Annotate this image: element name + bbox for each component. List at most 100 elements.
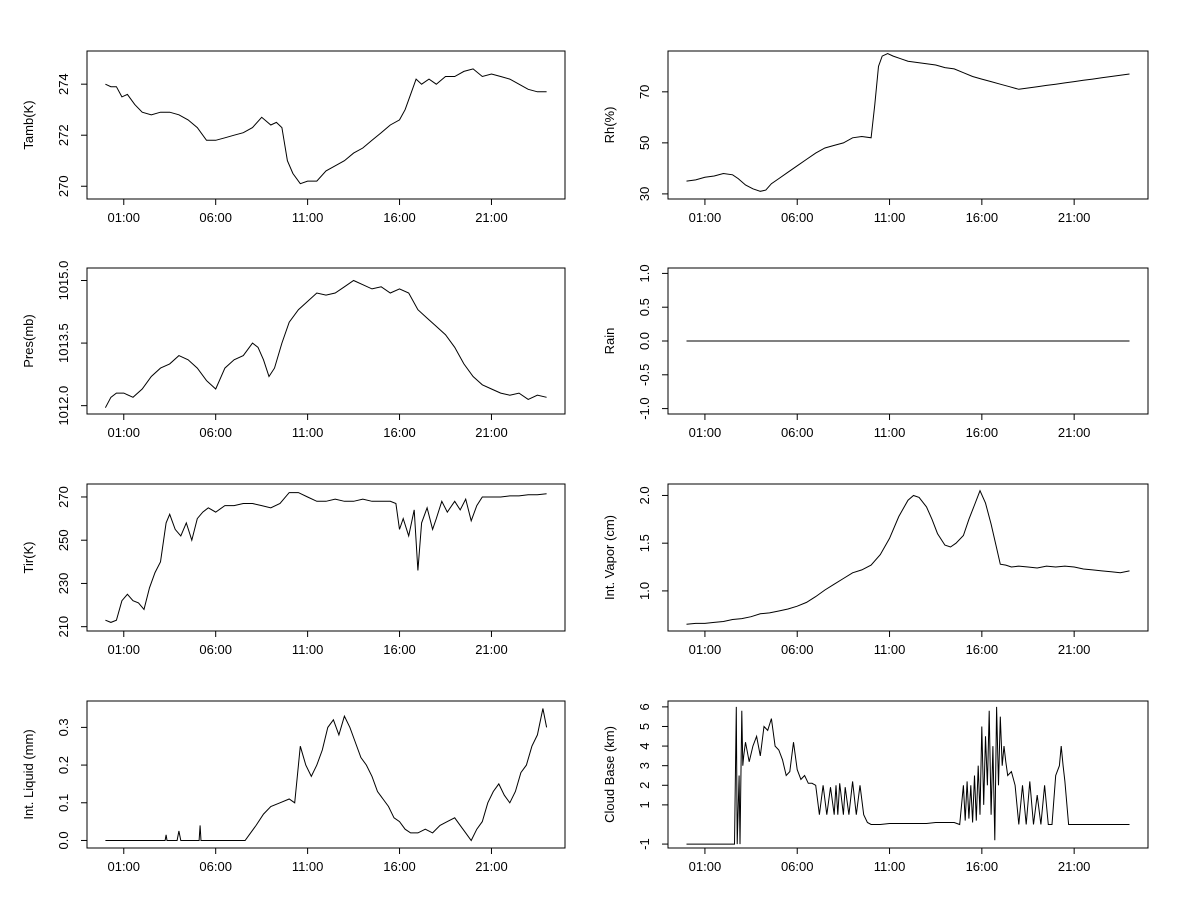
x-tick-label: 21:00: [475, 642, 508, 657]
x-tick-label: 21:00: [1058, 210, 1091, 225]
x-tick-label: 01:00: [689, 425, 722, 440]
y-tick-label: 0.3: [56, 718, 71, 736]
y-tick-label: 70: [637, 85, 652, 99]
x-tick-label: 01:00: [107, 642, 140, 657]
x-tick-label: 06:00: [199, 425, 232, 440]
y-axis-label: Cloud Base (km): [602, 726, 617, 823]
x-tick-label: 21:00: [475, 425, 508, 440]
y-tick-label: 30: [637, 187, 652, 201]
x-tick-label: 21:00: [1058, 642, 1091, 657]
x-tick-label: 06:00: [199, 859, 232, 874]
y-tick-label: 1: [637, 801, 652, 808]
plot-frame: [86, 267, 566, 415]
x-tick-label: 16:00: [383, 210, 416, 225]
x-tick-label: 06:00: [781, 859, 814, 874]
panel-cloudbase: 01:00 06:00 11:00 16:00 21:00 -1 1 2 3 4 5 6 Cloud B…: [602, 700, 1149, 874]
series-line-liquid: [105, 708, 548, 842]
x-tick-label: 06:00: [781, 642, 814, 657]
x-tick-label: 11:00: [292, 642, 324, 657]
y-tick-label: 0.5: [637, 298, 652, 316]
y-tick-label: 50: [637, 136, 652, 150]
y-axis-label: Tamb(K): [21, 100, 36, 149]
y-tick-label: 274: [56, 73, 71, 95]
series-line-vapor: [686, 489, 1130, 625]
y-tick-label: -0.5: [637, 364, 652, 386]
y-tick-label: 1.0: [637, 582, 652, 600]
x-tick-label: 11:00: [874, 425, 906, 440]
series-line-cloudbase: [686, 706, 1130, 845]
y-tick-label: 272: [56, 124, 71, 146]
plot-frame: [667, 50, 1149, 200]
y-tick-label: 270: [56, 486, 71, 508]
y-tick-label: 0.0: [637, 332, 652, 350]
y-tick-label: 0.1: [56, 794, 71, 812]
y-tick-label: 1012.0: [56, 386, 71, 426]
x-tick-label: 11:00: [292, 425, 324, 440]
x-tick-label: 11:00: [874, 859, 906, 874]
x-tick-label: 11:00: [292, 859, 324, 874]
y-axis-label: Int. Liquid (mm): [21, 729, 36, 819]
y-tick-label: 2: [637, 782, 652, 789]
x-tick-label: 01:00: [107, 425, 140, 440]
y-tick-label: 1.0: [637, 264, 652, 282]
x-tick-label: 06:00: [781, 210, 814, 225]
y-tick-label: 1015.0: [56, 261, 71, 301]
y-tick-label: 2.0: [637, 486, 652, 504]
x-tick-label: 16:00: [966, 859, 999, 874]
plot-frame: [667, 483, 1149, 632]
y-tick-label: 5: [637, 723, 652, 730]
y-tick-label: 250: [56, 529, 71, 551]
panel-vapor: 01:00 06:00 11:00 16:00 21:00 1.0 1.5 2.0 Int. V…: [602, 483, 1149, 657]
panel-tamb: 01:00 06:00 11:00 16:00 21:00 270 272 274 Tamb(K…: [21, 50, 566, 225]
y-axis-label: Int. Vapor (cm): [602, 515, 617, 600]
x-tick-label: 01:00: [689, 859, 722, 874]
y-axis-label: Pres(mb): [21, 314, 36, 367]
y-axis-label: Rain: [602, 328, 617, 355]
series-line-tamb: [105, 68, 547, 185]
x-tick-label: 16:00: [966, 642, 999, 657]
x-tick-label: 16:00: [383, 642, 416, 657]
plot-frame: [667, 700, 1149, 849]
y-axis-label: Tir(K): [21, 541, 36, 573]
x-tick-label: 06:00: [781, 425, 814, 440]
y-tick-label: -1: [637, 838, 652, 850]
x-tick-label: 21:00: [1058, 425, 1091, 440]
x-tick-label: 21:00: [475, 859, 508, 874]
x-tick-label: 01:00: [107, 210, 140, 225]
series-line-tir: [105, 492, 547, 623]
y-tick-label: 270: [56, 175, 71, 197]
x-tick-label: 16:00: [966, 210, 999, 225]
x-tick-label: 01:00: [107, 859, 140, 874]
x-tick-label: 16:00: [383, 425, 416, 440]
plot-frame: [86, 700, 566, 849]
y-tick-label: -1.0: [637, 397, 652, 419]
x-tick-label: 11:00: [874, 210, 906, 225]
panel-liquid: 01:00 06:00 11:00 16:00 21:00 0.0 0.1 0.2 0.3 Int…: [21, 700, 566, 874]
plot-frame: [86, 50, 566, 200]
series-line-pres: [104, 279, 547, 408]
x-tick-label: 01:00: [689, 642, 722, 657]
panel-tir: 01:00 06:00 11:00 16:00 21:00 210 230 250 270 Tir…: [21, 483, 566, 657]
x-tick-label: 01:00: [689, 210, 722, 225]
panel-rain: 01:00 06:00 11:00 16:00 21:00 -1.0 -0.5 0.0 0.5 1…: [602, 264, 1149, 440]
panel-rh: 01:00 06:00 11:00 16:00 21:00 30 50 70 Rh(%): [602, 50, 1149, 225]
x-tick-label: 06:00: [199, 642, 232, 657]
y-tick-label: 210: [56, 616, 71, 638]
x-tick-label: 06:00: [199, 210, 232, 225]
panel-pres: 01:00 06:00 11:00 16:00 21:00 1012.0 1013.5 101…: [21, 261, 566, 440]
x-tick-label: 21:00: [475, 210, 508, 225]
x-tick-label: 21:00: [1058, 859, 1091, 874]
y-tick-label: 3: [637, 762, 652, 769]
y-tick-label: 230: [56, 573, 71, 595]
plot-frame: [86, 483, 566, 632]
y-tick-label: 0.0: [56, 831, 71, 849]
y-tick-label: 0.2: [56, 756, 71, 774]
x-tick-label: 11:00: [292, 210, 324, 225]
y-tick-label: 1013.5: [56, 323, 71, 363]
y-tick-label: 1.5: [637, 534, 652, 552]
y-tick-label: 6: [637, 703, 652, 710]
y-tick-label: 4: [637, 742, 652, 749]
series-line-rh: [686, 53, 1130, 192]
x-tick-label: 11:00: [874, 642, 906, 657]
